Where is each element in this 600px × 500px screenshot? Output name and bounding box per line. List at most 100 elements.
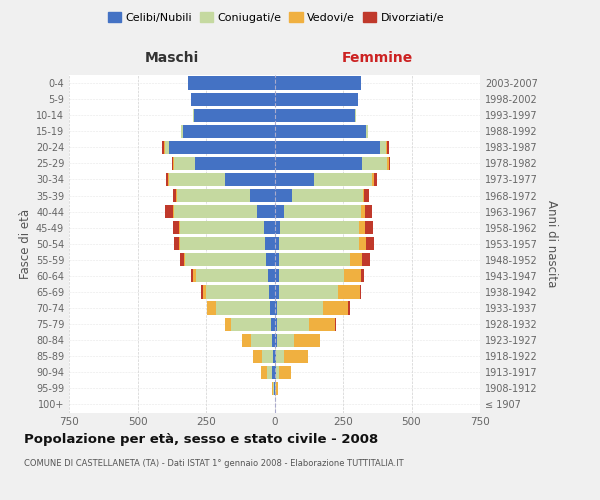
Bar (232, 318, 271, 330)
Bar (275, 318, 277, 330)
Bar (277, 334, 294, 347)
Bar (275, 237, 278, 250)
Bar (164, 140, 165, 154)
Bar (188, 76, 275, 90)
Bar (207, 302, 215, 314)
Bar (179, 221, 180, 234)
Bar (191, 270, 193, 282)
Bar (175, 205, 257, 218)
Bar (276, 382, 278, 395)
Bar (169, 140, 275, 154)
Bar (224, 318, 232, 330)
Bar (292, 189, 363, 202)
Legend: Celibi/Nubili, Coniugati/e, Vedovi/e, Divorziati/e: Celibi/Nubili, Coniugati/e, Vedovi/e, Di… (103, 8, 449, 28)
Bar (275, 108, 355, 122)
Bar (180, 237, 265, 250)
Bar (176, 189, 177, 202)
Bar (173, 237, 179, 250)
Bar (202, 286, 203, 298)
Bar (355, 108, 356, 122)
Bar (275, 350, 276, 363)
Bar (275, 270, 278, 282)
Bar (185, 253, 266, 266)
Bar (275, 366, 276, 379)
Bar (362, 253, 370, 266)
Bar (277, 318, 309, 330)
Bar (275, 302, 277, 314)
Bar (195, 157, 275, 170)
Bar (388, 157, 389, 170)
Bar (175, 157, 195, 170)
Bar (193, 108, 194, 122)
Bar (275, 140, 380, 154)
Bar (349, 302, 350, 314)
Bar (276, 366, 279, 379)
Bar (251, 334, 272, 347)
Bar (268, 270, 275, 282)
Bar (262, 350, 273, 363)
Bar (275, 205, 284, 218)
Bar (206, 286, 269, 298)
Bar (275, 157, 362, 170)
Bar (314, 173, 373, 186)
Bar (196, 270, 268, 282)
Bar (366, 237, 374, 250)
Text: Maschi: Maschi (145, 51, 199, 65)
Bar (180, 253, 184, 266)
Bar (257, 205, 275, 218)
Bar (275, 286, 278, 298)
Bar (389, 157, 390, 170)
Bar (179, 237, 180, 250)
Bar (284, 350, 308, 363)
Bar (359, 221, 365, 234)
Bar (350, 253, 362, 266)
Bar (380, 140, 386, 154)
Bar (261, 366, 267, 379)
Bar (275, 92, 358, 106)
Text: Popolazione per età, sesso e stato civile - 2008: Popolazione per età, sesso e stato civil… (24, 432, 378, 446)
Bar (344, 270, 361, 282)
Bar (374, 173, 377, 186)
Bar (275, 189, 292, 202)
Bar (284, 205, 361, 218)
Bar (363, 189, 364, 202)
Bar (360, 286, 361, 298)
Bar (275, 334, 277, 347)
Bar (203, 286, 206, 298)
Bar (277, 302, 323, 314)
Bar (194, 108, 275, 122)
Bar (169, 173, 225, 186)
Bar (272, 366, 275, 379)
Bar (278, 286, 338, 298)
Bar (267, 366, 272, 379)
Bar (365, 205, 373, 218)
Bar (225, 173, 275, 186)
Bar (275, 382, 276, 395)
Bar (162, 140, 164, 154)
Bar (294, 334, 320, 347)
Bar (361, 205, 365, 218)
Bar (364, 189, 370, 202)
Bar (276, 350, 284, 363)
Bar (278, 253, 350, 266)
Bar (272, 334, 275, 347)
Bar (215, 302, 271, 314)
Bar (180, 221, 263, 234)
Bar (366, 124, 368, 138)
Bar (172, 157, 173, 170)
Text: COMUNE DI CASTELLANETA (TA) - Dati ISTAT 1° gennaio 2008 - Elaborazione TUTTITAL: COMUNE DI CASTELLANETA (TA) - Dati ISTAT… (24, 459, 404, 468)
Bar (167, 173, 169, 186)
Bar (166, 205, 173, 218)
Bar (361, 270, 364, 282)
Bar (309, 318, 335, 330)
Bar (280, 221, 359, 234)
Bar (173, 189, 176, 202)
Bar (279, 366, 292, 379)
Bar (191, 92, 275, 106)
Bar (181, 124, 183, 138)
Text: Femmine: Femmine (341, 51, 413, 65)
Bar (359, 237, 366, 250)
Bar (173, 221, 179, 234)
Bar (271, 318, 275, 330)
Bar (335, 318, 336, 330)
